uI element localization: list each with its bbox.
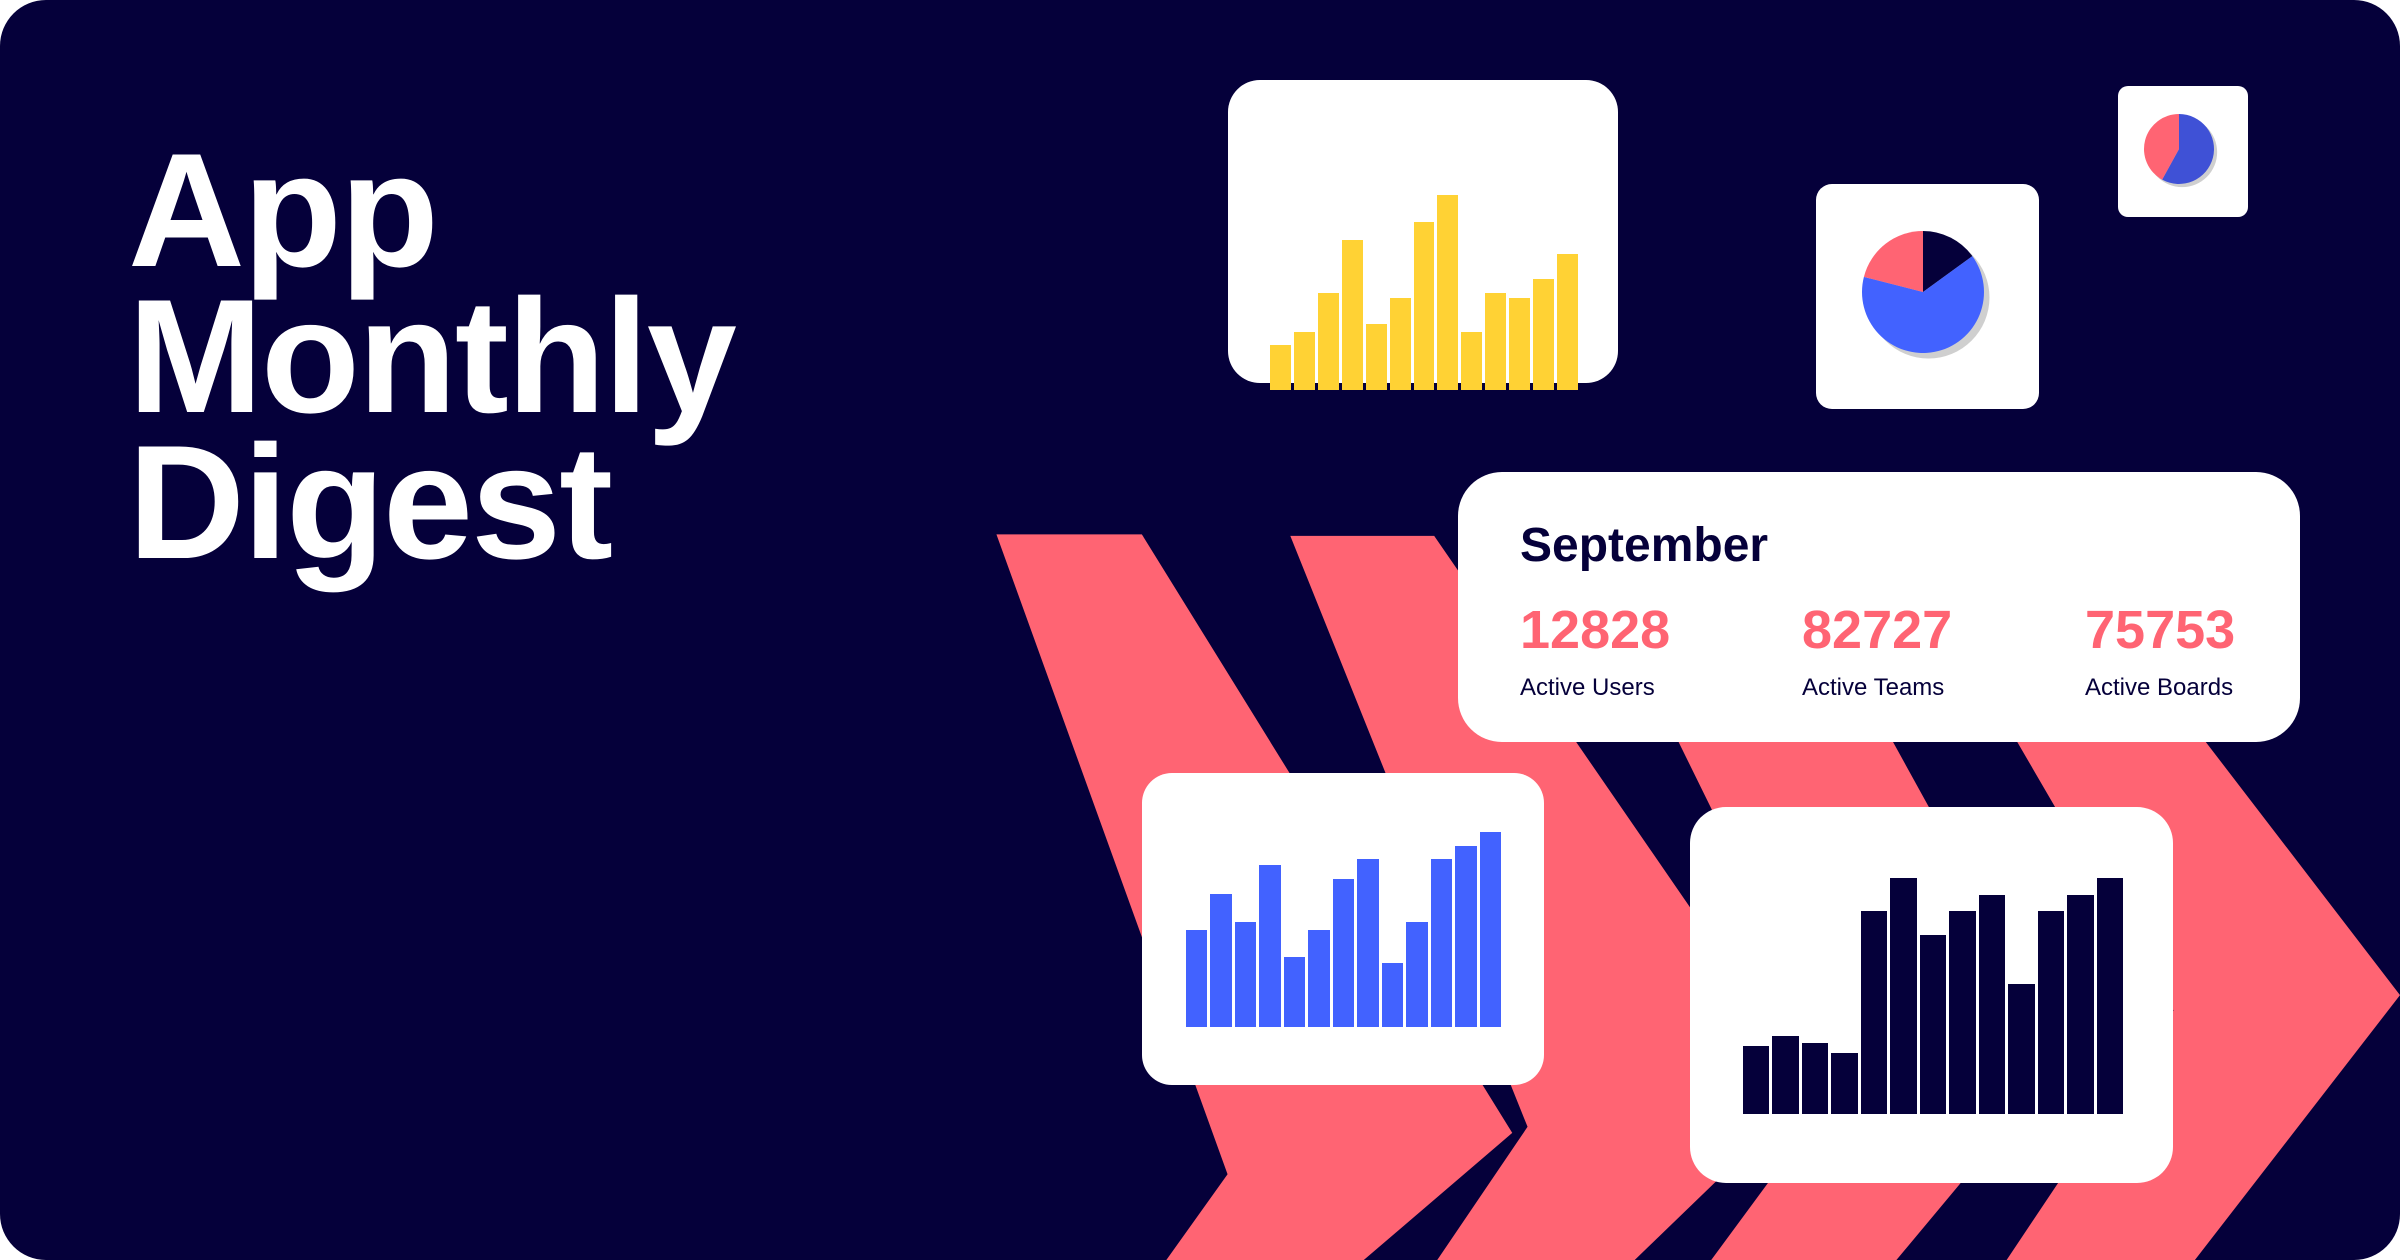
bar <box>1259 865 1281 1027</box>
bar <box>1234 921 1257 1027</box>
bar <box>1283 956 1306 1027</box>
stat-active-teams: 82727 Active Teams <box>1802 600 1952 702</box>
small-pie-chart-card <box>2118 86 2248 217</box>
stat-value: 75753 <box>2085 600 2236 660</box>
title-line: App <box>128 120 439 301</box>
bar <box>1293 331 1315 390</box>
pie-slice <box>2144 114 2179 180</box>
stat-value: 12828 <box>1520 600 1671 660</box>
pie-chart <box>1862 231 1990 359</box>
bar <box>1341 239 1363 390</box>
bar <box>1831 1052 1858 1114</box>
stat-label: Active Users <box>1520 674 1655 701</box>
bar <box>1801 1043 1829 1114</box>
bar <box>1978 894 2006 1114</box>
bar <box>1485 292 1507 390</box>
bar <box>2037 911 2065 1114</box>
bar <box>1357 859 1379 1027</box>
bar <box>1509 298 1531 390</box>
bar <box>1949 911 1976 1114</box>
bar <box>1186 929 1208 1027</box>
pie-slice <box>1862 256 1984 353</box>
bar <box>1533 278 1555 390</box>
month-title: September <box>1520 519 1769 572</box>
bar <box>1406 921 1428 1027</box>
chevron-2 <box>1290 535 1814 1260</box>
yellow-bar-chart-card <box>1228 80 1618 390</box>
bar <box>2008 984 2035 1114</box>
small-pie-chart <box>2144 114 2218 188</box>
pie-slice <box>1923 231 1973 292</box>
bar <box>1455 845 1477 1027</box>
blue-bar-chart <box>1186 832 1501 1027</box>
stat-value: 82727 <box>1802 600 1953 660</box>
yellow-bar-chart <box>1270 195 1578 390</box>
bar <box>1308 929 1330 1027</box>
bar <box>1860 911 1888 1114</box>
navy-bar-chart-card <box>1690 807 2173 1183</box>
bar <box>1430 859 1453 1027</box>
bar <box>1772 1036 1799 1114</box>
navy-bar-chart <box>1743 878 2123 1114</box>
pie-slice <box>1863 231 1923 292</box>
bar <box>1381 962 1404 1027</box>
bar <box>1890 878 1917 1114</box>
stat-active-boards: 75753 Active Boards <box>2085 600 2235 702</box>
monthly-summary-card: September 12828 Active Users 82727 Activ… <box>1458 472 2300 742</box>
bar <box>1437 195 1459 390</box>
bar <box>1317 292 1339 390</box>
pie-chart-card <box>1816 184 2039 409</box>
bar <box>1461 331 1483 390</box>
stat-active-users: 12828 Active Users <box>1520 600 1670 702</box>
page-title: App Monthly Digest <box>128 120 737 593</box>
bar <box>1365 323 1387 390</box>
bar <box>1479 832 1501 1027</box>
bar <box>2096 878 2123 1114</box>
bar <box>1743 1045 1770 1114</box>
title-line: Monthly <box>128 266 737 447</box>
bar <box>1210 894 1232 1027</box>
bar <box>1413 222 1435 390</box>
bar <box>1389 298 1411 390</box>
pie-slice <box>2162 114 2214 184</box>
blue-bar-chart-card <box>1142 773 1544 1085</box>
stat-label: Active Boards <box>2085 674 2234 701</box>
stat-label: Active Teams <box>1802 674 1945 701</box>
bar <box>1332 878 1355 1027</box>
bar <box>1557 253 1578 390</box>
title-line: Digest <box>128 412 613 593</box>
bar <box>1270 345 1291 390</box>
bar <box>1919 934 1947 1114</box>
bar <box>2067 894 2094 1114</box>
